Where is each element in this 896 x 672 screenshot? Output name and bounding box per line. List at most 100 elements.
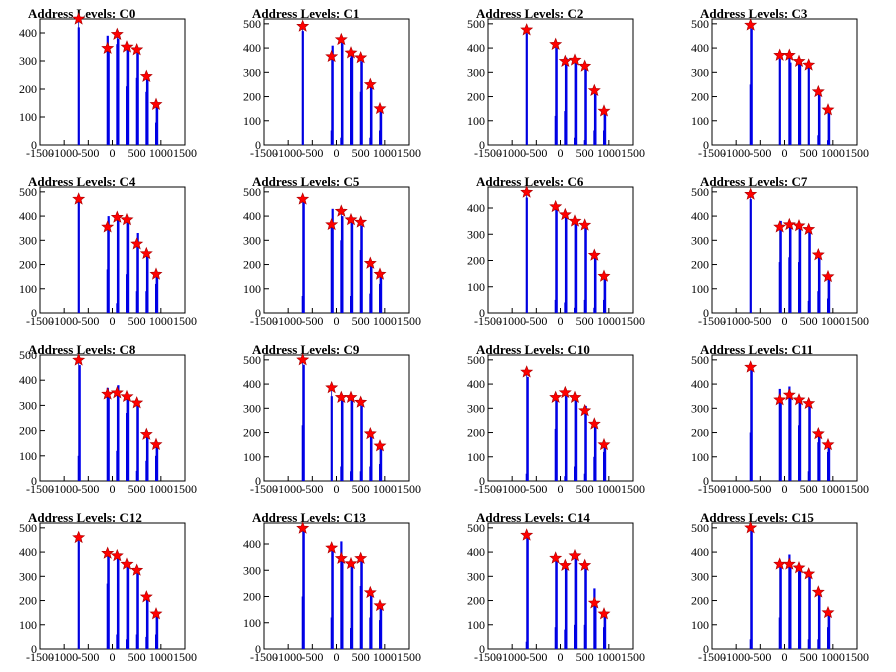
x-tick-label: 1500 (621, 650, 645, 664)
peak-marker (325, 541, 339, 554)
x-tick-label: 500 (576, 314, 594, 328)
x-tick-label: 500 (800, 146, 818, 160)
peak-marker (363, 77, 377, 90)
x-tick-label: 1500 (845, 146, 869, 160)
histogram-bar (127, 222, 130, 313)
y-tick-label: 0 (479, 642, 485, 656)
histogram-bar (594, 94, 597, 145)
histogram-bar (302, 530, 305, 649)
histogram-bar (127, 565, 130, 649)
peak-marker (373, 439, 387, 452)
peak-marker (120, 389, 134, 403)
plot-frame (711, 354, 858, 482)
y-tick-label: 200 (467, 254, 485, 268)
histogram-bar (360, 405, 363, 481)
x-tick-label: 1000 (373, 314, 397, 328)
x-tick-label: -1500 (26, 146, 54, 160)
peak-marker (139, 69, 153, 82)
x-tick-label: -500 (77, 146, 99, 160)
x-tick-label: -1500 (474, 146, 502, 160)
histogram-bar (575, 398, 578, 481)
y-tick-label: 400 (467, 377, 485, 391)
chart-panel: Address Levels: C80100200300400500-1500-… (19, 342, 197, 496)
peak-marker (549, 390, 563, 403)
y-tick-label: 400 (243, 377, 261, 391)
histogram-bar (575, 222, 578, 313)
chart-panel: Address Levels: C10 0 100 200 300 400 500 -1500… (467, 342, 645, 496)
histogram-bar (604, 113, 607, 145)
y-tick-label: 500 (691, 17, 709, 31)
plot-frame (39, 186, 186, 314)
x-tick-label: -1000 (498, 314, 526, 328)
x-tick-label: 0 (334, 482, 340, 496)
x-tick-label: -500 (301, 482, 323, 496)
x-tick-label: -1000 (274, 482, 302, 496)
chart-title: Address Levels: C15 (700, 510, 814, 525)
y-tick-label: 400 (243, 41, 261, 55)
peak-marker (811, 427, 825, 440)
y-tick-label: 300 (467, 401, 485, 415)
peak-marker (587, 417, 601, 430)
y-tick-label: 200 (243, 90, 261, 104)
x-tick-label: -1500 (698, 146, 726, 160)
chart-panel: Address Levels: C30100200300400500-1500-… (691, 6, 869, 160)
histogram-bar (584, 227, 587, 313)
chart-panel: Address Levels: C40100200300400500-1500-… (19, 174, 197, 328)
peak-marker (811, 84, 825, 98)
histogram-bar (351, 565, 354, 649)
peak-marker (782, 217, 796, 231)
plot-frame (487, 522, 634, 650)
y-tick-label: 300 (243, 401, 261, 415)
peak-marker (296, 352, 310, 366)
histogram-bar (341, 559, 344, 650)
y-tick-label: 300 (243, 65, 261, 79)
histogram-bar (565, 566, 568, 649)
peak-marker (110, 385, 124, 399)
chart-panel: Address Levels: C50100200300400500-1500-… (243, 174, 421, 328)
histogram-bar (370, 86, 373, 145)
peak-marker (597, 104, 611, 117)
chart-title: Address Levels: C7 (700, 174, 808, 189)
histogram-bar (331, 208, 334, 313)
y-tick-label: 500 (467, 353, 485, 367)
x-tick-label: 1500 (845, 650, 869, 664)
y-tick-label: 200 (691, 426, 709, 440)
x-tick-label: 1000 (149, 146, 173, 160)
y-tick-label: 0 (703, 642, 709, 656)
plot-frame (39, 522, 186, 650)
histogram-bar (828, 279, 831, 313)
peak-marker (782, 48, 796, 61)
x-tick-label: -1500 (474, 314, 502, 328)
x-tick-label: 0 (110, 650, 116, 664)
chart-title: Address Levels: C2 (476, 6, 583, 21)
y-tick-label: 100 (467, 280, 485, 294)
histogram-bar (156, 105, 159, 145)
x-tick-label: 1500 (397, 314, 421, 328)
peak-marker (139, 590, 153, 603)
plot-frame (263, 186, 410, 314)
y-tick-label: 500 (19, 521, 37, 535)
x-tick-label: -1000 (722, 650, 750, 664)
y-tick-label: 400 (467, 201, 485, 215)
y-tick-label: 0 (255, 306, 261, 320)
peak-marker (821, 269, 835, 283)
chart-title: Address Levels: C1 (252, 6, 359, 21)
x-tick-label: 0 (110, 482, 116, 496)
histogram-bar (565, 396, 568, 481)
plot-frame (487, 354, 634, 482)
y-tick-label: 500 (691, 353, 709, 367)
chart-title: Address Levels: C8 (28, 342, 136, 357)
peak-marker (597, 607, 611, 620)
x-tick-label: -1500 (474, 650, 502, 664)
x-tick-label: -500 (525, 146, 547, 160)
x-tick-label: -500 (749, 482, 771, 496)
peak-marker (811, 585, 825, 598)
histogram-bar (526, 537, 529, 649)
peak-marker (568, 390, 582, 403)
histogram-bar (360, 225, 363, 313)
y-tick-label: 500 (467, 17, 485, 31)
peak-marker (578, 403, 592, 417)
peak-marker (373, 267, 387, 280)
histogram-bar (380, 111, 383, 145)
x-tick-label: -500 (525, 482, 547, 496)
